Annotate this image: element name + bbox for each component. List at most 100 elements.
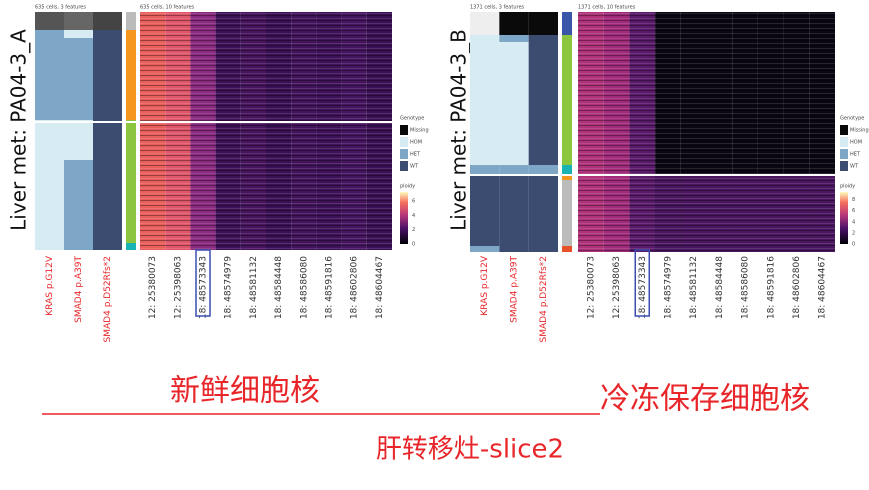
column-label: 18: 48573343 [199,256,209,319]
ploidy-header: 1371 cells, 10 features [578,5,636,11]
column-label: KRAS p.G12V [45,255,55,316]
genotype-cell [528,35,558,165]
legend-label: HET [410,152,421,158]
legend-label: HOM [410,140,422,146]
genotype-cell [499,42,529,165]
genotype-cell [528,175,558,252]
colorbar-tick: 6 [852,208,855,214]
genotype-cell [64,30,93,38]
column-label: 18: 48574979 [224,256,234,319]
column-label: SMAD4 p.D52Rfs*2 [103,256,113,342]
column-label: 18: 48584448 [715,256,725,319]
genotype-cell [470,12,500,35]
column-label: 12: 25380073 [586,256,596,319]
legend-swatch [400,161,408,171]
column-label: 12: 25398063 [612,256,622,319]
heat-texture [140,12,392,250]
legend-swatch [400,149,408,159]
legend-title: ploidy [400,184,415,190]
cluster-strip [562,246,572,252]
column-label: 18: 48604467 [375,256,385,319]
colorbar-tick: 4 [412,213,415,219]
legend-title: ploidy [840,184,855,190]
genotype-cell [470,246,500,252]
legend-label: HOM [850,140,862,146]
genotype-cell [499,175,529,252]
genotype-cell [470,35,500,165]
cluster-strip [562,165,572,175]
colorbar-tick: 0 [412,242,415,248]
column-label: SMAD4 p.A39T [510,256,520,323]
column-label: 12: 25398063 [173,256,183,319]
genotype-cell [528,165,558,175]
genotype-cell [93,12,122,30]
genotype-cell [35,12,64,30]
highlight-box [195,249,211,317]
caption-right: 冷冻保存细胞核 [600,382,810,417]
ploidy-header: 635 cells, 10 features [140,5,195,11]
column-label: 18: 48602806 [792,256,802,319]
caption-left: 新鲜细胞核 [170,374,320,409]
heat-texture [578,12,835,252]
cluster-strip [562,35,572,165]
legend-label: WT [410,164,419,170]
colorbar [840,192,848,244]
column-label: 18: 48602806 [350,256,360,319]
genotype-cell [35,120,64,250]
genotype-cell [64,160,93,250]
legend-swatch [840,137,848,147]
column-label: 18: 48604467 [818,256,828,319]
column-label: 18: 48581132 [249,256,259,319]
legend-label: Missing [850,128,869,134]
genotype-cell [499,35,529,42]
legend-swatch [840,125,848,135]
legend-label: Missing [410,128,429,134]
genotype-header: 1371 cells, 3 features [470,5,525,11]
cluster-strip [562,12,572,35]
legend-swatch [840,161,848,171]
column-label: 18: 48591816 [766,256,776,319]
cluster-strip [562,180,572,246]
legend-title: Genotype [840,116,864,122]
column-label: 18: 48586080 [299,256,309,319]
split-line [35,121,392,123]
legend-label: HET [850,152,861,158]
genotype-cell [35,30,64,120]
legend-label: WT [850,164,859,170]
column-label: 18: 48573343 [638,256,648,319]
genotype-cell [64,38,93,120]
legend-swatch [840,149,848,159]
colorbar-tick: 2 [412,227,415,233]
cluster-strip [126,120,136,243]
colorbar-tick: 4 [852,219,855,225]
genotype-cell [499,12,529,35]
column-label: 18: 48586080 [741,256,751,319]
cluster-strip [126,243,136,250]
column-label: 12: 25380073 [148,256,158,319]
genotype-cell [470,175,500,246]
genotype-cell [528,12,558,35]
legend-swatch [400,137,408,147]
column-label: 18: 48591816 [325,256,335,319]
highlight-box [634,249,650,317]
genotype-cell [499,165,529,175]
genotype-cell [64,12,93,30]
cluster-strip [126,12,136,30]
cluster-strip [562,175,572,180]
legend-swatch [400,125,408,135]
cluster-strip [126,30,136,120]
split-line [470,174,835,176]
column-label: 18: 48584448 [274,256,284,319]
genotype-header: 635 cells, 3 features [35,5,86,11]
panel-title: Liver met: PA04-3_A [7,29,31,231]
genotype-cell [64,120,93,160]
panel-title: Liver met: PA04-3_B [447,29,471,231]
column-label: 18: 48581132 [689,256,699,319]
colorbar-tick: 8 [852,197,855,203]
column-label: 18: 48574979 [663,256,673,319]
column-label: KRAS p.G12V [480,255,490,316]
legend-title: Genotype [400,116,424,122]
genotype-cell [93,30,122,250]
colorbar [400,192,408,244]
